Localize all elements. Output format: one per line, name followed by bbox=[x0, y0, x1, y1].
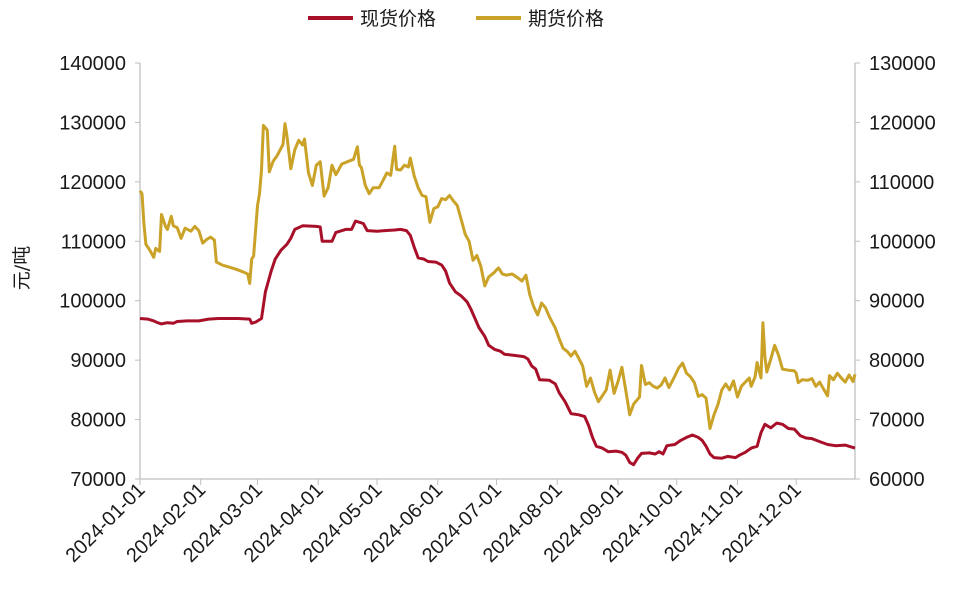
y-left-tick-label: 80000 bbox=[70, 410, 126, 432]
y-left-tick-label: 140000 bbox=[59, 53, 126, 75]
chart-axes: 70000 80000 90000 100000 110000 120000 130000 1… bbox=[59, 53, 936, 567]
legend-label-2: 期货价格 bbox=[528, 8, 604, 30]
y-right-tick-label: 70000 bbox=[869, 410, 925, 432]
y-right-tick-label: 120000 bbox=[869, 112, 936, 134]
y-left-tick-label: 110000 bbox=[61, 231, 126, 253]
y-left-tick-label: 100000 bbox=[59, 291, 126, 313]
series-line-2 bbox=[138, 122, 857, 430]
y-right-tick-label: 60000 bbox=[869, 469, 925, 491]
series-line-1 bbox=[139, 219, 856, 467]
y-left-tick-label: 130000 bbox=[59, 112, 126, 134]
y-right-tick-label: 110000 bbox=[869, 172, 934, 194]
y-right-tick-label: 90000 bbox=[869, 291, 925, 313]
legend-label-1: 现货价格 bbox=[360, 8, 436, 30]
y-right-tick-label: 80000 bbox=[869, 350, 925, 372]
chart-legend: 现货价格 期货价格 bbox=[308, 8, 604, 30]
y-left-tick-label: 90000 bbox=[70, 350, 126, 372]
y-left-tick-label: 120000 bbox=[59, 172, 126, 194]
y-left-tick-label: 70000 bbox=[70, 469, 126, 491]
y-axis-left-label: 元/吨 bbox=[11, 246, 33, 290]
chart-series bbox=[138, 122, 857, 467]
y-right-tick-label: 130000 bbox=[869, 53, 936, 75]
y-right-tick-label: 100000 bbox=[869, 231, 936, 253]
